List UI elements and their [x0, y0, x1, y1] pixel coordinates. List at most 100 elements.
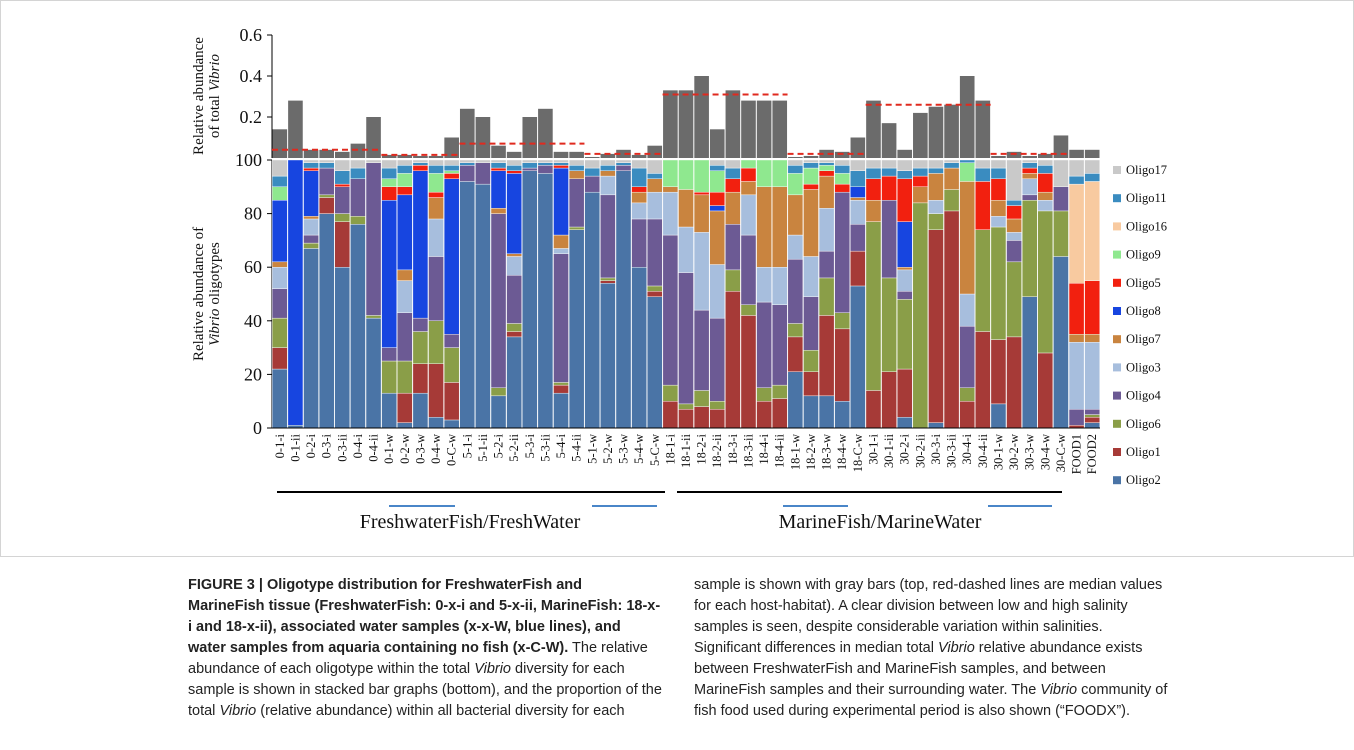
bar-segment: [818, 395, 835, 429]
group-label: FreshwaterFish/FreshWater: [360, 511, 581, 533]
bar-segment: [631, 267, 647, 429]
bar-segment: [928, 422, 944, 429]
bar-segment: [787, 258, 804, 324]
bar-segment: [397, 312, 413, 362]
legend-label: Oligo4: [1126, 389, 1161, 403]
bar-segment: [1084, 280, 1100, 335]
bar-segment: [365, 162, 382, 316]
bar-segment: [397, 186, 413, 196]
bar: [272, 129, 288, 158]
bar-segment: [818, 162, 835, 166]
bar-segment: [647, 291, 663, 297]
bar-segment: [678, 409, 694, 429]
x-tick-label: 18-2-ii: [710, 433, 724, 468]
bar-segment: [600, 175, 616, 196]
bar-segment: [818, 159, 835, 163]
bar-segment: [740, 181, 757, 196]
bar-segment: [772, 398, 788, 429]
bar: [756, 100, 772, 158]
bar-segment: [272, 317, 288, 348]
bar-segment: [318, 159, 335, 163]
bar-segment: [1021, 194, 1038, 201]
bar-segment: [897, 299, 913, 370]
bar-segment: [381, 159, 397, 169]
x-tick-label: 18-3-i: [726, 433, 740, 464]
bar-segment: [334, 221, 351, 268]
bar-segment: [709, 205, 725, 212]
x-tick-label: 5-3-ii: [538, 433, 552, 461]
bar-segment: [647, 285, 663, 292]
x-tick-label: 18-C-w: [851, 434, 865, 472]
bar-segment: [615, 162, 632, 166]
bar-segment: [490, 213, 507, 389]
bar-segment: [709, 317, 725, 402]
legend-label: Oligo7: [1126, 332, 1161, 346]
bar-segment: [850, 285, 866, 429]
bar-segment: [787, 159, 804, 166]
bar-segment: [303, 159, 319, 163]
bar: [959, 76, 975, 158]
x-tick-label: 30-3-ii: [945, 433, 959, 468]
bar-segment: [272, 159, 288, 177]
bar-segment: [490, 162, 507, 169]
bar: [553, 151, 569, 158]
bar-segment: [1006, 199, 1022, 206]
bar-segment: [912, 202, 929, 429]
bar-segment: [490, 387, 507, 397]
bar-segment: [928, 199, 944, 214]
x-tick-label: 5-1-ii: [476, 433, 490, 461]
bar-segment: [303, 167, 319, 171]
bar-segment: [537, 159, 554, 163]
bar: [725, 90, 741, 158]
bar-segment: [772, 304, 788, 386]
bar-segment: [803, 256, 819, 297]
bar-segment: [693, 309, 710, 391]
bar-segment: [334, 183, 351, 187]
bar-segment: [365, 315, 382, 319]
legend-label: Oligo9: [1126, 248, 1161, 262]
bar-segment: [850, 186, 866, 198]
bar-segment: [428, 417, 444, 429]
legend-label: Oligo6: [1126, 417, 1161, 431]
bar-segment: [553, 234, 569, 249]
bar-segment: [584, 159, 600, 169]
bar-segment: [272, 368, 288, 429]
bar-segment: [647, 296, 663, 429]
bar: [991, 155, 1006, 158]
bar-segment: [443, 159, 460, 166]
x-tick-label: 0-3-i: [320, 433, 334, 458]
y-tick-label: 0.4: [240, 66, 263, 86]
x-tick-label: 5-4-ii: [570, 433, 584, 461]
bar-segment: [381, 167, 397, 179]
x-tick-label: 18-4-i: [757, 433, 771, 464]
bar-segment: [881, 167, 897, 177]
bar-segment: [662, 401, 679, 429]
bar-segment: [756, 186, 772, 268]
bar-segment: [412, 317, 429, 332]
x-tick-label: 18-4-w: [835, 434, 849, 470]
bar-segment: [350, 216, 366, 225]
bar: [522, 117, 538, 158]
bar-segment: [928, 213, 944, 230]
bar: [491, 145, 506, 158]
bar: [741, 100, 756, 158]
bar-segment: [1006, 218, 1022, 233]
legend-label: Oligo3: [1126, 360, 1161, 374]
bar: [413, 155, 428, 158]
bar-segment: [397, 392, 413, 423]
group-label: MarineFish/MarineWater: [779, 511, 982, 533]
y-axis-label: Vibrio oligotypes: [207, 242, 223, 346]
bar-segment: [428, 320, 444, 364]
bar-segment: [1068, 283, 1085, 335]
bar-segment: [506, 173, 522, 254]
x-tick-label: 18-1-ii: [679, 433, 693, 468]
bar-segment: [350, 178, 366, 217]
bar-segment: [1084, 422, 1100, 429]
bar-segment: [943, 162, 960, 169]
bar-segment: [600, 194, 616, 279]
bar-segment: [756, 387, 772, 402]
bar-segment: [490, 395, 507, 429]
bar-segment: [600, 170, 616, 177]
bar-segment: [928, 229, 944, 423]
bar-segment: [1084, 159, 1100, 174]
